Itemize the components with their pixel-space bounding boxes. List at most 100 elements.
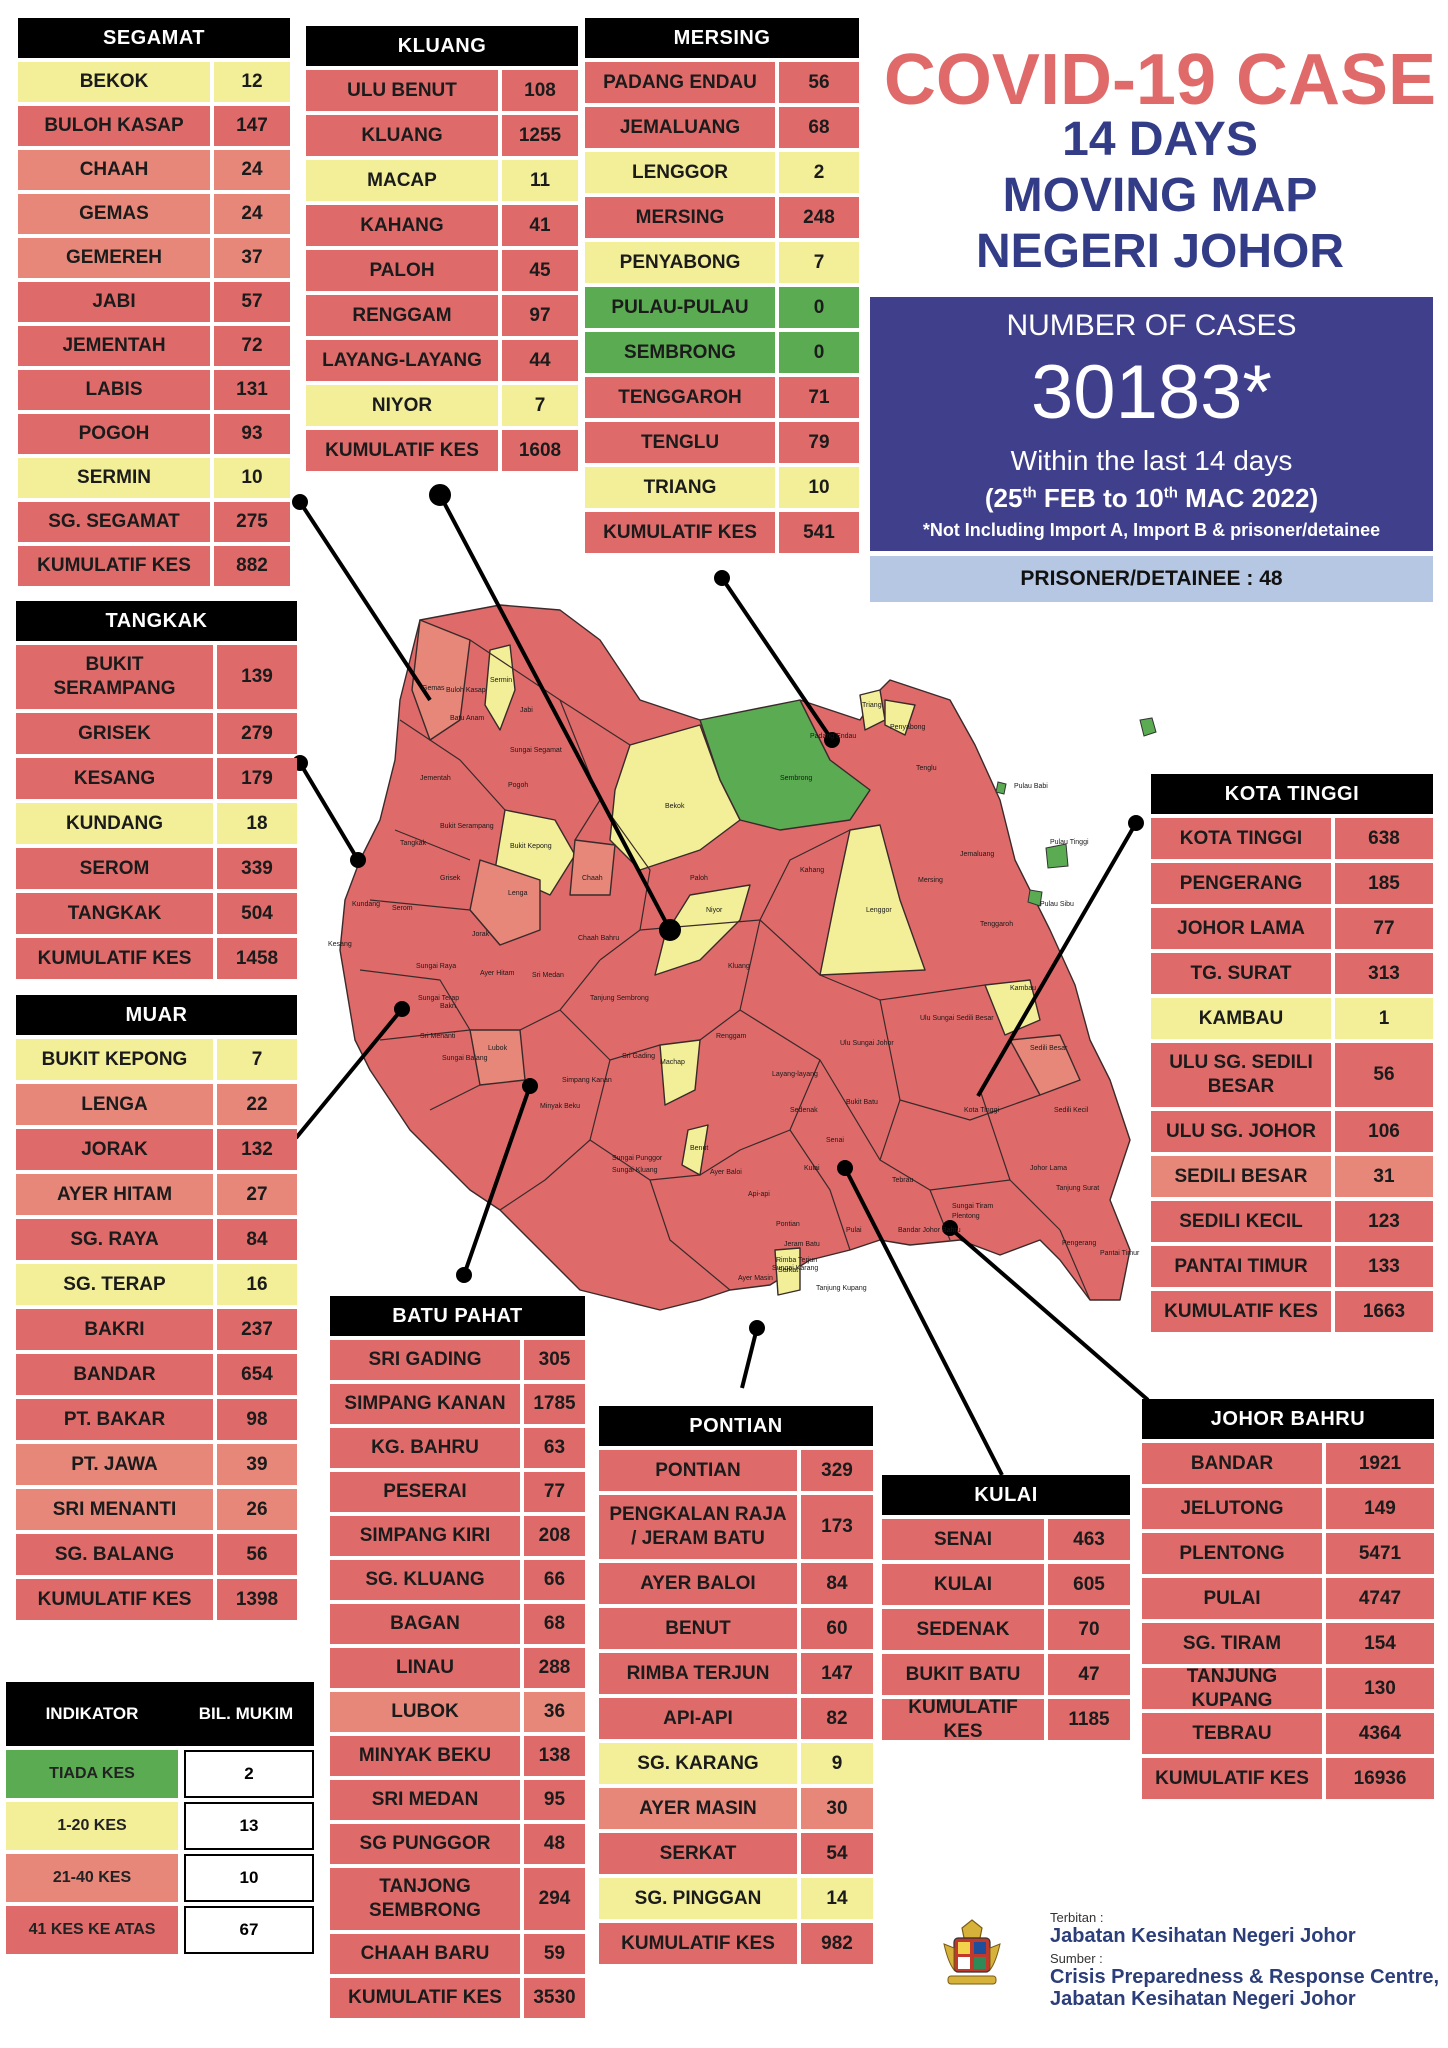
- mukim-cases: 1458: [217, 938, 297, 979]
- mukim-cases: 7: [217, 1039, 297, 1080]
- mukim-cases: 982: [801, 1923, 873, 1964]
- mukim-row: RENGGAM 97: [306, 295, 578, 336]
- mukim-name: PENGKALAN RAJA / JERAM BATU: [599, 1495, 797, 1559]
- subtitle-line-days: 14 DAYS: [1062, 113, 1258, 166]
- mukim-cases: 36: [524, 1692, 585, 1732]
- map-label: Plentong: [952, 1213, 980, 1220]
- mukim-cases: 11: [502, 160, 578, 201]
- mukim-cases: 123: [1335, 1201, 1433, 1242]
- mukim-name: AYER MASIN: [599, 1788, 797, 1829]
- mukim-name: MERSING: [585, 197, 775, 238]
- mukim-cases: 133: [1335, 1246, 1433, 1287]
- map-label: Kluang: [728, 963, 750, 970]
- map-label: Sedenak: [790, 1107, 818, 1114]
- mukim-name: SG. BALANG: [16, 1534, 213, 1575]
- mukim-row: SEDENAK 70: [882, 1609, 1130, 1650]
- mukim-name: SRI MENANTI: [16, 1489, 213, 1530]
- mukim-name: SEDILI KECIL: [1151, 1201, 1331, 1242]
- mukim-name: PT. BAKAR: [16, 1399, 213, 1440]
- map-label: Kota Tinggi: [964, 1107, 999, 1114]
- mukim-name: BUKIT SERAMPANG: [16, 645, 213, 709]
- mukim-cases: 248: [779, 197, 859, 238]
- legend-indicator: 21-40 KES: [6, 1854, 178, 1902]
- mukim-cases: 57: [214, 282, 290, 322]
- mukim-name: SG. TERAP: [16, 1264, 213, 1305]
- mukim-cases: 275: [214, 502, 290, 542]
- mukim-cases: 1608: [502, 430, 578, 471]
- map-label: Ayer Hitam: [480, 970, 515, 977]
- mukim-name: SG. KLUANG: [330, 1560, 520, 1600]
- mukim-cases: 10: [214, 458, 290, 498]
- district-header: SEGAMAT: [18, 18, 290, 58]
- mukim-row: GRISEK 279: [16, 713, 297, 754]
- mukim-row: MACAP 11: [306, 160, 578, 201]
- map-label: Buloh Kasap: [446, 687, 486, 694]
- mukim-name: POGOH: [18, 414, 210, 454]
- mukim-row: JEMALUANG 68: [585, 107, 859, 148]
- mukim-cases: 1663: [1335, 1291, 1433, 1332]
- mukim-cases: 95: [524, 1780, 585, 1820]
- mukim-row: BAGAN 68: [330, 1604, 585, 1644]
- map-label: Ulu Sungai Johor: [840, 1040, 894, 1047]
- map-label: Sungai Balang: [442, 1055, 488, 1062]
- mukim-name: TENGLU: [585, 422, 775, 463]
- mukim-name: RIMBA TERJUN: [599, 1653, 797, 1694]
- mukim-name: TANJUNG KUPANG: [1142, 1666, 1322, 1711]
- map-labels: Gemas Buloh Kasap Sermin Batu Anam Jabi Sunga…: [328, 677, 1140, 1292]
- map-label: Pogoh: [508, 782, 528, 789]
- map-label: Kulai: [804, 1165, 820, 1172]
- map-label: Sungai Kluang: [612, 1167, 658, 1174]
- mukim-cases: 2: [779, 152, 859, 193]
- map-label: Lubok: [488, 1045, 508, 1052]
- mukim-row: SERMIN 10: [18, 458, 290, 498]
- mukim-cases: 56: [779, 62, 859, 103]
- mukim-cases: 77: [1335, 908, 1433, 949]
- mukim-name: BANDAR: [16, 1354, 213, 1395]
- mukim-cases: 56: [217, 1534, 297, 1575]
- district-header: MERSING: [585, 18, 859, 58]
- mukim-cases: 288: [524, 1648, 585, 1688]
- mukim-cases: 59: [524, 1934, 585, 1974]
- mukim-row: KUMULATIF KES 1398: [16, 1579, 297, 1620]
- mukim-cases: 4747: [1326, 1578, 1434, 1619]
- map-region-penyabong: [884, 699, 916, 736]
- mukim-row: KESANG 179: [16, 758, 297, 799]
- map-label: Pulai: [846, 1227, 862, 1234]
- legend-indicator: 41 KES KE ATAS: [6, 1906, 178, 1954]
- mukim-cases: 3530: [524, 1978, 585, 2018]
- mukim-cases: 654: [217, 1354, 297, 1395]
- mukim-name: GRISEK: [16, 713, 213, 754]
- map-label: Sungai Tiram: [952, 1203, 993, 1210]
- mukim-name: LUBOK: [330, 1692, 520, 1732]
- mukim-name: BEKOK: [18, 62, 210, 102]
- map-label: Chaah Bahru: [578, 935, 619, 942]
- mukim-row: SG. BALANG 56: [16, 1534, 297, 1575]
- mukim-row: SRI MENANTI 26: [16, 1489, 297, 1530]
- mukim-cases: 638: [1335, 818, 1433, 859]
- mukim-row: SEMBRONG 0: [585, 332, 859, 373]
- mukim-name: TANJONG SEMBRONG: [330, 1868, 520, 1930]
- mukim-name: BAGAN: [330, 1604, 520, 1644]
- footer-source-line1: Crisis Preparedness & Response Centre,: [1050, 1966, 1440, 1988]
- mukim-row: BEKOK 12: [18, 62, 290, 102]
- footer-source-line2: Jabatan Kesihatan Negeri Johor: [1050, 1988, 1356, 2010]
- legend-row: 41 KES KE ATAS 67: [6, 1906, 314, 1954]
- map-label: Bakri: [440, 1003, 456, 1010]
- mukim-name: API-API: [599, 1698, 797, 1739]
- mukim-name: PLENTONG: [1142, 1533, 1322, 1574]
- mukim-name: JORAK: [16, 1129, 213, 1170]
- mukim-row: KULAI 605: [882, 1564, 1130, 1605]
- district-table-kulai: KULAI SENAI 463 KULAI 605 SEDENAK 70 BUKIT BATU…: [882, 1475, 1130, 1742]
- mukim-name: LENGGOR: [585, 152, 775, 193]
- map-label: Bukit Kepong: [510, 843, 552, 850]
- mukim-row: JEMENTAH 72: [18, 326, 290, 366]
- map-region-lenga: [469, 859, 541, 946]
- mukim-cases: 22: [217, 1084, 297, 1125]
- map-label: Penyabong: [890, 724, 926, 731]
- mukim-name: CHAAH: [18, 150, 210, 190]
- map-label: Sungai Punggor: [612, 1155, 663, 1162]
- map-region-sermin: [484, 644, 516, 731]
- mukim-row: KUMULATIF KES 16936: [1142, 1758, 1434, 1799]
- map-label: Serkat: [778, 1267, 798, 1274]
- mukim-name: KUNDANG: [16, 803, 213, 844]
